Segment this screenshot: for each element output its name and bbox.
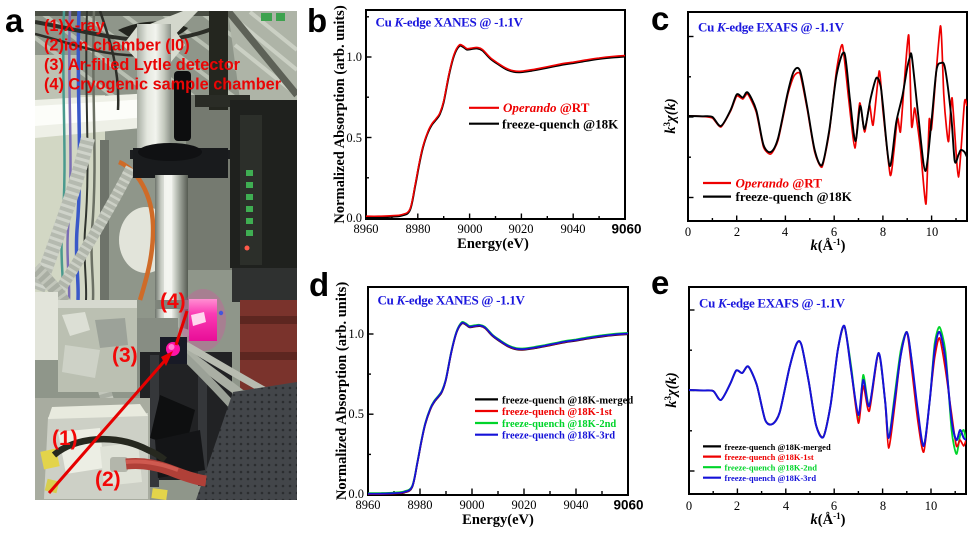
svg-text:(1): (1) — [52, 427, 78, 450]
svg-text:0.0: 0.0 — [346, 211, 362, 225]
svg-text:1.0: 1.0 — [346, 50, 362, 64]
svg-text:Cu K-edge EXAFS @ -1.1V: Cu K-edge EXAFS @ -1.1V — [698, 20, 845, 35]
svg-text:Operando @RT: Operando @RT — [736, 176, 823, 191]
svg-text:9040: 9040 — [561, 222, 586, 236]
svg-text:9040: 9040 — [564, 498, 589, 512]
svg-text:freeze-quench @18K-merged: freeze-quench @18K-merged — [502, 395, 633, 406]
svg-text:k(Å-1): k(Å-1) — [811, 511, 846, 528]
svg-text:freeze-quench @18K-1st: freeze-quench @18K-1st — [725, 452, 814, 462]
svg-text:freeze-quench @18K-1st: freeze-quench @18K-1st — [502, 407, 613, 418]
svg-text:Cu K-edge XANES @ -1.1V: Cu K-edge XANES @ -1.1V — [376, 15, 524, 30]
svg-text:freeze-quench @18K-2nd: freeze-quench @18K-2nd — [502, 419, 616, 430]
svg-text:9060: 9060 — [611, 222, 641, 237]
svg-text:10: 10 — [926, 225, 939, 239]
svg-text:Energy(eV): Energy(eV) — [462, 512, 534, 528]
svg-text:8980: 8980 — [406, 222, 431, 236]
svg-text:(2)ion chamber (I0): (2)ion chamber (I0) — [44, 37, 190, 55]
svg-text:Cu K-edge XANES @ -1.1V: Cu K-edge XANES @ -1.1V — [378, 293, 526, 308]
svg-text:Operando @RT: Operando @RT — [503, 100, 590, 115]
svg-text:freeze-quench @18K: freeze-quench @18K — [502, 116, 619, 131]
svg-text:freeze-quench @18K-merged: freeze-quench @18K-merged — [725, 442, 831, 452]
svg-text:4: 4 — [783, 499, 790, 513]
svg-text:8980: 8980 — [408, 498, 433, 512]
svg-text:(3): (3) — [112, 344, 138, 367]
svg-text:c: c — [651, 0, 669, 37]
svg-text:9000: 9000 — [460, 498, 485, 512]
svg-text:Normalized Absorption (arb. un: Normalized Absorption (arb. units) — [332, 5, 348, 223]
svg-text:Energy(eV): Energy(eV) — [457, 236, 529, 252]
svg-text:e: e — [651, 264, 669, 301]
svg-text:8960: 8960 — [354, 222, 379, 236]
svg-text:0.0: 0.0 — [348, 487, 364, 501]
svg-text:2: 2 — [734, 225, 740, 239]
svg-text:4: 4 — [782, 225, 789, 239]
svg-text:1.0: 1.0 — [348, 327, 364, 341]
svg-text:(3) Ar-filled Lytle detector: (3) Ar-filled Lytle detector — [44, 56, 241, 74]
svg-text:k3χ(k): k3χ(k) — [663, 372, 680, 407]
svg-text:freeze-quench @18K-2nd: freeze-quench @18K-2nd — [725, 463, 818, 473]
svg-text:8: 8 — [880, 499, 886, 513]
svg-text:0.5: 0.5 — [348, 407, 364, 421]
svg-text:2: 2 — [734, 499, 740, 513]
svg-text:6: 6 — [831, 499, 837, 513]
svg-text:8: 8 — [880, 225, 886, 239]
svg-text:8960: 8960 — [356, 498, 381, 512]
svg-text:freeze-quench @18K-3rd: freeze-quench @18K-3rd — [725, 473, 817, 483]
svg-text:(4): (4) — [160, 290, 186, 313]
svg-text:d: d — [309, 266, 329, 303]
svg-text:9020: 9020 — [512, 498, 537, 512]
svg-text:0: 0 — [685, 225, 691, 239]
svg-text:freeze-quench @18K-3rd: freeze-quench @18K-3rd — [502, 431, 615, 442]
svg-text:(2): (2) — [95, 468, 121, 491]
svg-text:9000: 9000 — [458, 222, 483, 236]
svg-text:9060: 9060 — [613, 498, 643, 513]
svg-text:a: a — [5, 2, 24, 39]
svg-text:Cu K-edge EXAFS @ -1.1V: Cu K-edge EXAFS @ -1.1V — [699, 296, 846, 311]
svg-text:k3χ(k): k3χ(k) — [662, 98, 679, 133]
svg-text:9020: 9020 — [509, 222, 534, 236]
svg-text:0: 0 — [686, 499, 692, 513]
svg-text:(1)X-ray: (1)X-ray — [44, 17, 105, 35]
svg-text:b: b — [307, 2, 327, 39]
svg-text:k(Å-1): k(Å-1) — [811, 237, 846, 254]
svg-text:6: 6 — [831, 225, 837, 239]
svg-text:0.5: 0.5 — [346, 131, 362, 145]
svg-text:Normalized Absorption (arb. un: Normalized Absorption (arb. units) — [334, 282, 350, 500]
svg-text:freeze-quench @18K: freeze-quench @18K — [736, 189, 853, 204]
svg-text:10: 10 — [925, 499, 938, 513]
svg-text:(4) Cryogenic sample chamber: (4) Cryogenic sample chamber — [44, 76, 282, 94]
